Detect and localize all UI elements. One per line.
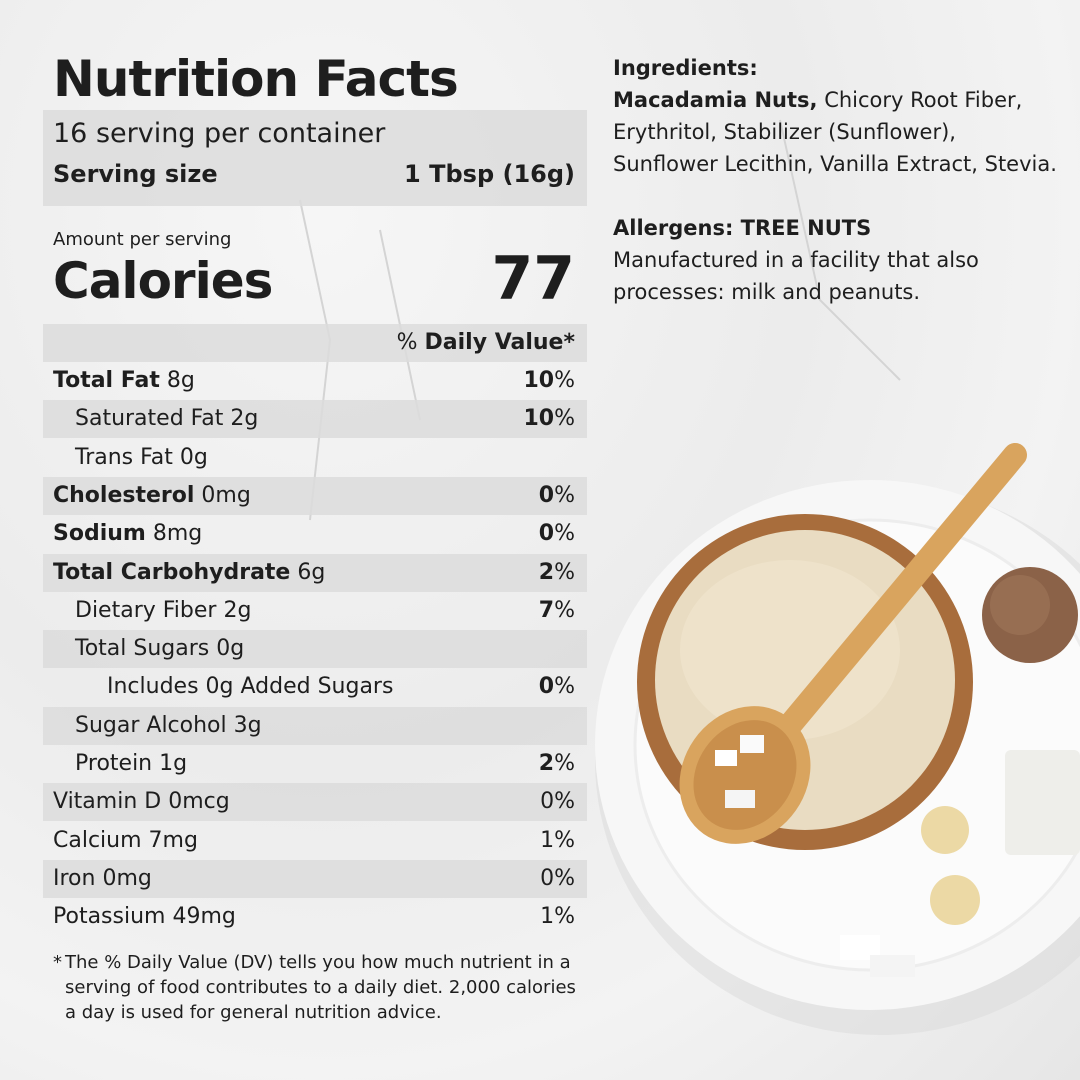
nutrient-name: Saturated Fat bbox=[75, 406, 224, 432]
daily-value: 7% bbox=[538, 597, 575, 623]
nutrient-row: Cholesterol 0mg 0% bbox=[43, 476, 587, 515]
nutrient-amount: 8g bbox=[166, 368, 195, 393]
nutrient-name: Calcium bbox=[53, 827, 142, 853]
daily-value: 10% bbox=[523, 406, 575, 432]
dv-header: % Daily Value* bbox=[43, 324, 587, 362]
ingredients-heading: Ingredients: bbox=[613, 56, 758, 80]
nutrient-amount: 7mg bbox=[148, 827, 198, 853]
nutrient-row: Calcium 7mg 1% bbox=[43, 822, 587, 860]
nutrient-name: Sodium bbox=[53, 521, 146, 547]
daily-value: 0% bbox=[540, 865, 575, 891]
nutrient-row: Iron 0mg 0% bbox=[43, 859, 587, 898]
nutrient-name: Sugar Alcohol bbox=[75, 712, 227, 738]
daily-value: 0% bbox=[538, 674, 575, 700]
amount-per-serving: Amount per serving bbox=[53, 229, 232, 250]
nutrient-row: Dietary Fiber 2g 7% bbox=[43, 592, 587, 630]
daily-value: 1% bbox=[540, 827, 575, 853]
nutrient-label: Cholesterol 0mg bbox=[53, 477, 251, 515]
calories: 77 bbox=[491, 244, 576, 314]
nutrient-name: Protein bbox=[75, 751, 153, 776]
nutrient-row: Total Carbohydrate 6g 2% bbox=[43, 553, 587, 592]
nutrient-name: Total Fat bbox=[53, 368, 160, 393]
nutrient-amount: 2g bbox=[230, 406, 259, 432]
nutrient-row: Includes 0g Added Sugars 0% bbox=[43, 668, 587, 706]
allergens-note: Manufactured in a facility that also pro… bbox=[613, 248, 979, 304]
dv-percent: % bbox=[396, 330, 418, 355]
servings: 16 serving per container bbox=[53, 118, 386, 149]
daily-value: 1% bbox=[540, 904, 575, 930]
nutrient-amount: 0g bbox=[216, 636, 245, 662]
nutrient-label: Sodium 8mg bbox=[53, 515, 202, 553]
daily-value: 0% bbox=[540, 789, 575, 815]
nutrient-amount: 0mg bbox=[102, 865, 152, 891]
allergens-heading: Allergens: TREE NUTS bbox=[613, 216, 872, 240]
footnote-mark: * bbox=[53, 952, 62, 973]
serving-size: 1 Tbsp (16g) bbox=[404, 160, 575, 188]
nutrient-label: Dietary Fiber 2g bbox=[75, 592, 251, 630]
nutrient-label: Iron 0mg bbox=[53, 860, 152, 898]
nutrient-row: Potassium 49mg 1% bbox=[43, 898, 587, 936]
nutrient-label: Saturated Fat 2g bbox=[75, 400, 258, 438]
footnote-block: * The % Daily Value (DV) tells you how m… bbox=[53, 950, 583, 1025]
nutrient-label: Vitamin D 0mcg bbox=[53, 783, 230, 821]
serving-band bbox=[43, 110, 587, 206]
nutrient-amount: 3g bbox=[233, 712, 262, 738]
nutrient-row: Saturated Fat 2g 10% bbox=[43, 400, 587, 439]
nutrient-amount: 2g bbox=[223, 597, 252, 623]
nutrient-amount: 0mcg bbox=[168, 789, 230, 815]
dv-header-text: Daily Value* bbox=[424, 330, 576, 355]
daily-value: 0% bbox=[538, 521, 575, 547]
nutrient-row: Trans Fat 0g bbox=[43, 439, 587, 477]
nutrient-label: Trans Fat 0g bbox=[75, 439, 208, 477]
nutrient-amount: 8mg bbox=[152, 521, 203, 547]
nutrient-amount: 0g bbox=[179, 444, 208, 470]
ingredients-highlight: Macadamia Nuts, bbox=[613, 88, 818, 112]
nutrient-label: Calcium 7mg bbox=[53, 822, 198, 860]
nutrient-label: Total Sugars 0g bbox=[75, 630, 244, 668]
daily-value: 2% bbox=[538, 751, 575, 776]
footnote: The % Daily Value (DV) tells you how muc… bbox=[65, 952, 576, 1023]
nutrient-name: Dietary Fiber bbox=[75, 597, 217, 623]
nutrient-label: Total Carbohydrate 6g bbox=[53, 554, 325, 592]
nutrient-row: Protein 1g 2% bbox=[43, 745, 587, 783]
title: Nutrition Facts bbox=[53, 50, 459, 108]
daily-value: 2% bbox=[538, 559, 575, 585]
serving-size-label: Serving size bbox=[53, 160, 218, 188]
nutrient-name: Total Carbohydrate bbox=[53, 559, 291, 585]
nutrient-name: Vitamin D bbox=[53, 789, 162, 815]
nutrient-name: Iron bbox=[53, 865, 96, 891]
nutrient-name: Cholesterol bbox=[53, 482, 195, 508]
nutrient-amount: 0mg bbox=[201, 482, 251, 508]
nutrient-amount: 6g bbox=[297, 559, 326, 585]
nutrient-label: Protein 1g bbox=[75, 745, 187, 783]
daily-value: 10% bbox=[523, 368, 575, 393]
nutrient-row: Sodium 8mg 0% bbox=[43, 515, 587, 553]
daily-value: 0% bbox=[538, 482, 575, 508]
nutrient-row: Total Sugars 0g bbox=[43, 630, 587, 669]
nutrient-label: Total Fat 8g bbox=[53, 362, 195, 400]
nutrient-name: Includes 0g Added Sugars bbox=[107, 674, 394, 700]
nutrient-label: Sugar Alcohol 3g bbox=[75, 707, 262, 745]
nutrient-row: Sugar Alcohol 3g bbox=[43, 706, 587, 745]
ingredients: Ingredients: Macadamia Nuts, Chicory Roo… bbox=[613, 52, 1063, 308]
nutrient-label: Potassium 49mg bbox=[53, 898, 236, 936]
calories-label: Calories bbox=[53, 252, 273, 310]
nutrient-amount: 49mg bbox=[172, 904, 236, 930]
nutrient-row: Total Fat 8g 10% bbox=[43, 362, 587, 400]
nutrient-name: Trans Fat bbox=[75, 444, 173, 470]
nutrient-row: Vitamin D 0mcg 0% bbox=[43, 783, 587, 822]
nutrient-amount: 1g bbox=[159, 751, 188, 776]
ingredients-list: Chicory Root Fiber, Erythritol, Stabiliz… bbox=[613, 88, 1057, 176]
nutrient-name: Total Sugars bbox=[75, 636, 210, 662]
nutrient-label: Includes 0g Added Sugars bbox=[107, 668, 393, 706]
nutrient-name: Potassium bbox=[53, 904, 166, 930]
